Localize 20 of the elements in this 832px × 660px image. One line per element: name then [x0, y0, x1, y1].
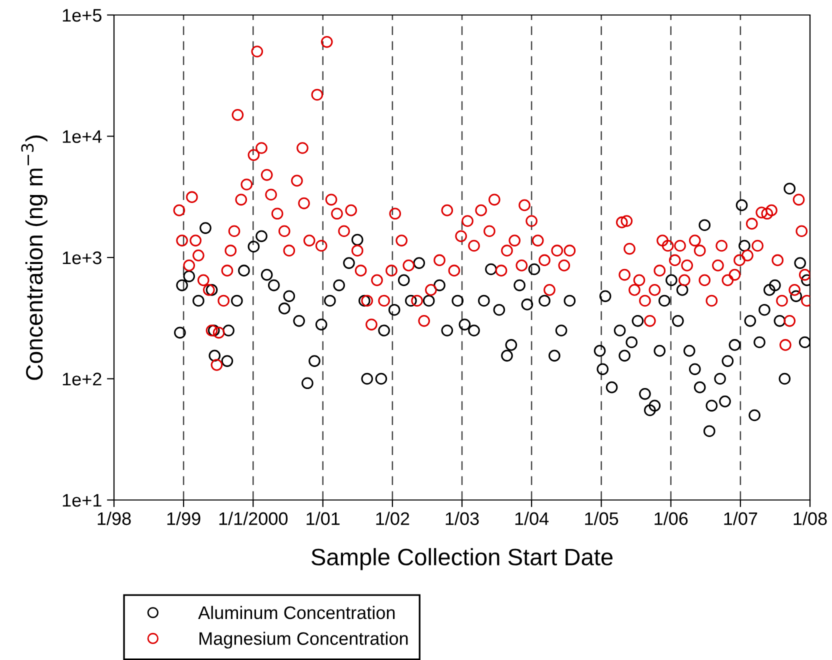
legend-label: Aluminum Concentration	[198, 606, 395, 620]
legend-label: Magnesium Concentration	[200, 632, 408, 649]
x-tick-label: 1/08	[794, 512, 827, 526]
x-tick-label: 1/01	[306, 512, 340, 526]
y-tick-label: 1e+2	[62, 372, 102, 386]
x-tick-label: 1/1/2000	[219, 512, 288, 526]
y-tick-label: 1e+3	[62, 251, 102, 264]
x-tick-label: 1/04	[515, 512, 549, 526]
x-tick-label: 1/98	[98, 512, 131, 526]
y-tick-label: 1e+4	[62, 130, 102, 143]
x-tick-label: 1/02	[376, 512, 410, 526]
x-axis-title: Sample Collection Start Date	[312, 548, 613, 570]
x-tick-label: 1/07	[724, 512, 758, 526]
x-tick-label: 1/06	[654, 512, 688, 526]
x-tick-label: 1/03	[446, 512, 479, 526]
y-tick-label: 1e+5	[62, 9, 102, 22]
y-tick-label: 1e+1	[62, 494, 102, 507]
y-axis-title: Concentration (ng m$^{−3}$)	[21, 136, 48, 380]
x-tick-label: 1/99	[167, 512, 200, 526]
x-tick-label: 1/05	[585, 512, 618, 526]
